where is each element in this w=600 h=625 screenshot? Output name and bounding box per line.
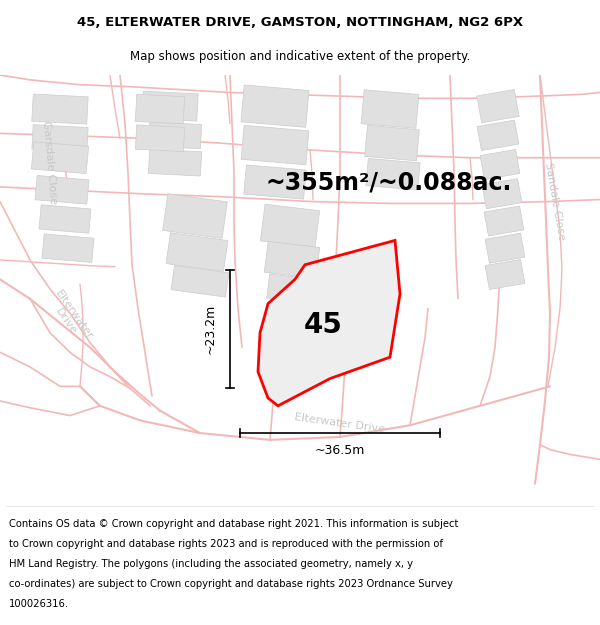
Text: HM Land Registry. The polygons (including the associated geometry, namely x, y: HM Land Registry. The polygons (includin…	[9, 559, 413, 569]
Polygon shape	[142, 91, 198, 121]
Text: Contains OS data © Crown copyright and database right 2021. This information is : Contains OS data © Crown copyright and d…	[9, 519, 458, 529]
Polygon shape	[39, 205, 91, 233]
Text: ~36.5m: ~36.5m	[315, 444, 365, 457]
Polygon shape	[241, 126, 309, 165]
Polygon shape	[35, 176, 89, 204]
Text: Elterwater Drive: Elterwater Drive	[294, 412, 386, 434]
Polygon shape	[258, 241, 400, 406]
Polygon shape	[485, 259, 525, 289]
Text: Elterwater
Drive: Elterwater Drive	[45, 289, 95, 348]
Polygon shape	[366, 159, 420, 190]
Polygon shape	[32, 94, 88, 124]
Polygon shape	[163, 194, 227, 239]
Polygon shape	[241, 85, 309, 127]
Polygon shape	[484, 206, 524, 236]
Polygon shape	[480, 149, 520, 179]
Polygon shape	[171, 266, 229, 297]
Text: Garsdale Close: Garsdale Close	[41, 121, 59, 204]
Text: 45: 45	[304, 311, 343, 339]
Polygon shape	[148, 149, 202, 176]
Text: 45, ELTERWATER DRIVE, GAMSTON, NOTTINGHAM, NG2 6PX: 45, ELTERWATER DRIVE, GAMSTON, NOTTINGHA…	[77, 16, 523, 29]
Text: ~23.2m: ~23.2m	[203, 304, 217, 354]
Polygon shape	[260, 204, 320, 248]
Polygon shape	[266, 274, 319, 304]
Text: to Crown copyright and database rights 2023 and is reproduced with the permissio: to Crown copyright and database rights 2…	[9, 539, 443, 549]
Polygon shape	[42, 234, 94, 262]
Polygon shape	[166, 232, 228, 271]
Polygon shape	[136, 125, 185, 152]
Text: Map shows position and indicative extent of the property.: Map shows position and indicative extent…	[130, 50, 470, 62]
Polygon shape	[365, 126, 419, 161]
Polygon shape	[485, 233, 525, 263]
Polygon shape	[482, 179, 522, 209]
Text: Sandale Close: Sandale Close	[543, 162, 567, 241]
Polygon shape	[264, 241, 320, 278]
Polygon shape	[361, 90, 419, 128]
Text: co-ordinates) are subject to Crown copyright and database rights 2023 Ordnance S: co-ordinates) are subject to Crown copyr…	[9, 579, 453, 589]
Polygon shape	[136, 94, 185, 124]
Polygon shape	[148, 122, 202, 149]
Polygon shape	[244, 165, 306, 199]
Polygon shape	[477, 120, 519, 151]
Text: ~355m²/~0.088ac.: ~355m²/~0.088ac.	[265, 170, 511, 194]
Polygon shape	[477, 89, 519, 122]
Polygon shape	[31, 142, 89, 174]
Text: 100026316.: 100026316.	[9, 599, 69, 609]
Polygon shape	[32, 125, 88, 152]
